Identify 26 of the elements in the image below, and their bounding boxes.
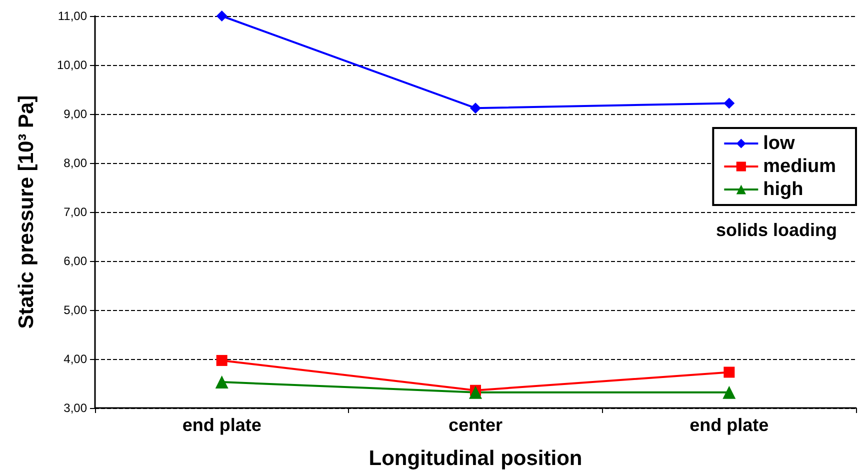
y-axis-title: Static pressure [10³ Pa] [15,95,38,329]
point [215,376,228,389]
x-axis-title: Longitudinal position [368,447,582,470]
y-tick-label: 7,00 [64,205,88,219]
y-tick-label: 6,00 [64,254,88,268]
y-tick-label: 3,00 [64,401,88,415]
point [722,386,736,399]
x-tick-label: center [448,415,503,435]
y-tick-label: 10,00 [56,58,88,72]
y-tick-label: 4,00 [64,352,88,366]
point [724,98,735,109]
y-tick-label: 5,00 [64,303,88,317]
y-tick-label: 9,00 [64,107,88,121]
point [216,354,228,366]
legend-label: low [763,133,796,154]
y-tick-label: 8,00 [64,156,88,170]
x-tick-label: end plate [182,415,262,435]
point [470,102,481,114]
y-tick-label: 11,00 [58,9,88,23]
legend-title: solids loading [716,220,838,240]
legend-label: medium [763,156,836,177]
point [216,10,228,22]
point [469,386,482,399]
x-tick-label: end plate [690,415,769,435]
point [724,366,735,378]
legend-label: high [763,179,804,200]
